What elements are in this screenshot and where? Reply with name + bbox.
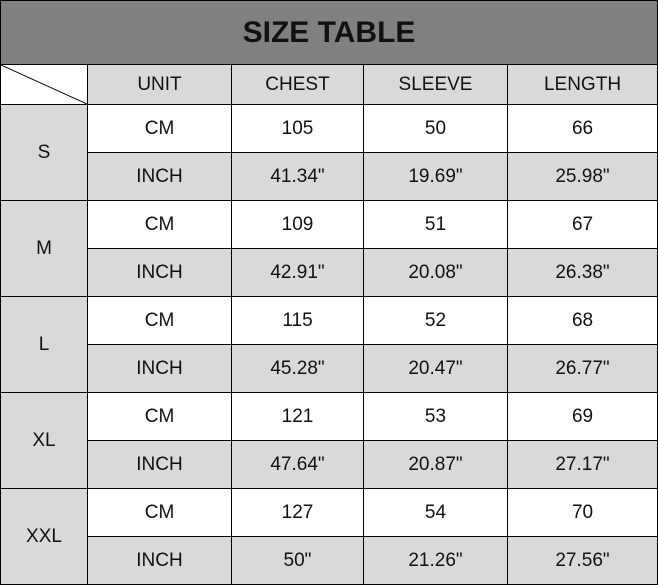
cell-sleeve: 21.26" — [363, 536, 508, 585]
size-label: S — [0, 104, 88, 201]
cell-sleeve: 51 — [363, 200, 508, 249]
table-row: INCH 50" 21.26" 27.56" — [1, 536, 658, 585]
table-row: INCH 41.34" 19.69" 25.98" — [1, 152, 658, 201]
cell-chest: 109 — [231, 200, 364, 249]
size-label: M — [0, 200, 88, 297]
cell-chest: 41.34" — [231, 152, 364, 201]
table-row: INCH 45.28" 20.47" 26.77" — [1, 344, 658, 393]
cell-sleeve: 54 — [363, 488, 508, 537]
cell-sleeve: 52 — [363, 296, 508, 345]
cell-chest: 50" — [231, 536, 364, 585]
cell-chest: 127 — [231, 488, 364, 537]
cell-length: 27.17" — [506, 440, 658, 489]
header-unit: UNIT — [87, 64, 232, 105]
header-sleeve: SLEEVE — [363, 64, 508, 105]
cell-chest: 115 — [231, 296, 364, 345]
table-row: M CM 109 51 67 — [0, 200, 658, 297]
cell-sleeve: 20.08" — [363, 248, 508, 297]
table-row: INCH 47.64" 20.87" 27.17" — [1, 440, 658, 489]
cell-unit: INCH — [87, 536, 232, 585]
cell-unit: CM — [87, 488, 232, 537]
table-row: XXL CM 127 54 70 — [0, 488, 658, 585]
cell-chest: 45.28" — [231, 344, 364, 393]
cell-length: 66 — [506, 104, 658, 153]
cell-length: 68 — [506, 296, 658, 345]
cell-chest: 105 — [231, 104, 364, 153]
table-row: L CM 115 52 68 — [0, 296, 658, 393]
cell-unit: INCH — [87, 248, 232, 297]
cell-sleeve: 20.87" — [363, 440, 508, 489]
table-row: INCH 42.91" 20.08" 26.38" — [1, 248, 658, 297]
cell-sleeve: 19.69" — [363, 152, 508, 201]
cell-chest: 121 — [231, 392, 364, 441]
cell-length: 69 — [506, 392, 658, 441]
cell-sleeve: 20.47" — [363, 344, 508, 393]
header-chest: CHEST — [231, 64, 364, 105]
table-row: S CM 105 50 66 — [0, 104, 658, 201]
header-row: UNIT CHEST SLEEVE LENGTH — [0, 64, 658, 105]
cell-chest: 47.64" — [231, 440, 364, 489]
cell-unit: INCH — [87, 344, 232, 393]
cell-length: 67 — [506, 200, 658, 249]
diagonal-line-icon — [1, 65, 87, 104]
table-row: XL CM 121 53 69 — [0, 392, 658, 489]
cell-sleeve: 53 — [363, 392, 508, 441]
size-label: XXL — [0, 488, 88, 585]
cell-length: 25.98" — [506, 152, 658, 201]
cell-unit: CM — [87, 104, 232, 153]
cell-chest: 42.91" — [231, 248, 364, 297]
size-label: L — [0, 296, 88, 393]
corner-cell — [0, 64, 88, 105]
cell-unit: INCH — [87, 152, 232, 201]
cell-sleeve: 50 — [363, 104, 508, 153]
cell-unit: CM — [87, 392, 232, 441]
cell-unit: CM — [87, 296, 232, 345]
cell-unit: CM — [87, 200, 232, 249]
cell-unit: INCH — [87, 440, 232, 489]
cell-length: 27.56" — [506, 536, 658, 585]
cell-length: 70 — [506, 488, 658, 537]
cell-length: 26.38" — [506, 248, 658, 297]
size-label: XL — [0, 392, 88, 489]
cell-length: 26.77" — [506, 344, 658, 393]
table-title: SIZE TABLE — [0, 0, 658, 65]
header-length: LENGTH — [506, 64, 658, 105]
